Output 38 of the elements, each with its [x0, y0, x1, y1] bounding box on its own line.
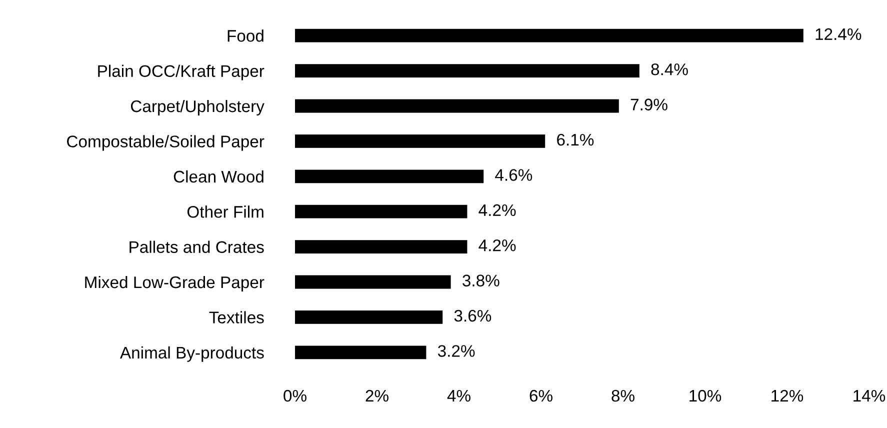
data-label: 6.1%	[557, 134, 594, 146]
bar	[295, 28, 804, 42]
y-tick-label: Carpet/Upholstery	[130, 100, 264, 116]
data-label: 12.4%	[816, 28, 862, 40]
y-tick-label: Animal By-products	[120, 346, 264, 362]
bar	[295, 240, 468, 254]
bar	[295, 134, 546, 148]
y-tick-label: Clean Wood	[174, 170, 264, 183]
x-tick-label: 4%	[447, 390, 470, 402]
y-tick-label: Food	[228, 30, 264, 42]
bar	[295, 346, 426, 360]
x-tick-label: 8%	[612, 390, 634, 402]
data-label: 4.6%	[495, 169, 532, 181]
x-tick-label: 0%	[284, 390, 306, 402]
bar	[295, 64, 640, 78]
x-tick-label: 12%	[772, 390, 804, 402]
y-tick-label: Plain OCC/Kraft Paper	[98, 64, 264, 80]
bar	[295, 99, 619, 113]
y-tick-label: Pallets and Crates	[130, 240, 264, 254]
y-tick-label: Textiles	[209, 311, 264, 324]
bar	[295, 275, 451, 289]
y-tick-label: Mixed Low-Grade Paper	[85, 276, 264, 292]
data-label: 7.9%	[630, 98, 668, 110]
data-label: 4.2%	[478, 239, 516, 252]
x-tick-label: 14%	[854, 390, 886, 402]
x-tick-label: 2%	[366, 390, 388, 402]
bar	[295, 310, 443, 324]
data-label: 3.6%	[454, 310, 492, 322]
bar	[295, 170, 484, 184]
y-tick-label: Compostable/Soiled Paper	[67, 135, 264, 151]
data-label: 8.4%	[651, 63, 688, 76]
y-tick-label: Other Film	[187, 206, 264, 218]
x-tick-label: 6%	[530, 390, 552, 402]
bar	[295, 204, 468, 218]
x-tick-label: 10%	[690, 390, 722, 402]
data-label: 4.2%	[478, 204, 516, 216]
data-label: 3.2%	[438, 345, 475, 357]
data-label: 3.8%	[462, 274, 500, 286]
